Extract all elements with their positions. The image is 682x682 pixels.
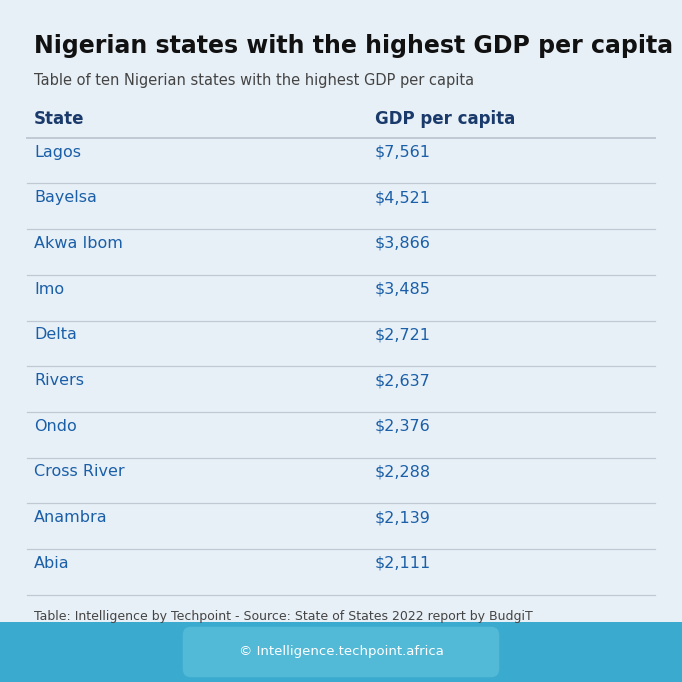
Text: Ondo: Ondo <box>34 419 77 434</box>
Text: $2,288: $2,288 <box>375 464 431 479</box>
Text: Lagos: Lagos <box>34 145 81 160</box>
Text: $4,521: $4,521 <box>375 190 431 205</box>
Text: $2,637: $2,637 <box>375 373 431 388</box>
Text: Imo: Imo <box>34 282 64 297</box>
Text: Anambra: Anambra <box>34 510 108 525</box>
Text: $3,866: $3,866 <box>375 236 431 251</box>
Text: Delta: Delta <box>34 327 77 342</box>
Text: © Intelligence.techpoint.africa: © Intelligence.techpoint.africa <box>239 645 443 659</box>
Text: $3,485: $3,485 <box>375 282 431 297</box>
Text: Bayelsa: Bayelsa <box>34 190 97 205</box>
Bar <box>0 622 682 682</box>
Text: GDP per capita: GDP per capita <box>375 110 516 128</box>
Text: State: State <box>34 110 85 128</box>
Text: $2,111: $2,111 <box>375 556 431 571</box>
Text: Table: Intelligence by Techpoint - Source: State of States 2022 report by BudgiT: Table: Intelligence by Techpoint - Sourc… <box>34 610 533 623</box>
Text: Table of ten Nigerian states with the highest GDP per capita: Table of ten Nigerian states with the hi… <box>34 73 474 88</box>
Text: Rivers: Rivers <box>34 373 84 388</box>
Text: Abia: Abia <box>34 556 70 571</box>
FancyBboxPatch shape <box>183 627 499 677</box>
Text: Nigerian states with the highest GDP per capita: Nigerian states with the highest GDP per… <box>34 34 673 58</box>
Text: $2,139: $2,139 <box>375 510 431 525</box>
Text: Akwa Ibom: Akwa Ibom <box>34 236 123 251</box>
Text: $2,721: $2,721 <box>375 327 431 342</box>
Text: $7,561: $7,561 <box>375 145 431 160</box>
Text: Cross River: Cross River <box>34 464 125 479</box>
Text: $2,376: $2,376 <box>375 419 431 434</box>
